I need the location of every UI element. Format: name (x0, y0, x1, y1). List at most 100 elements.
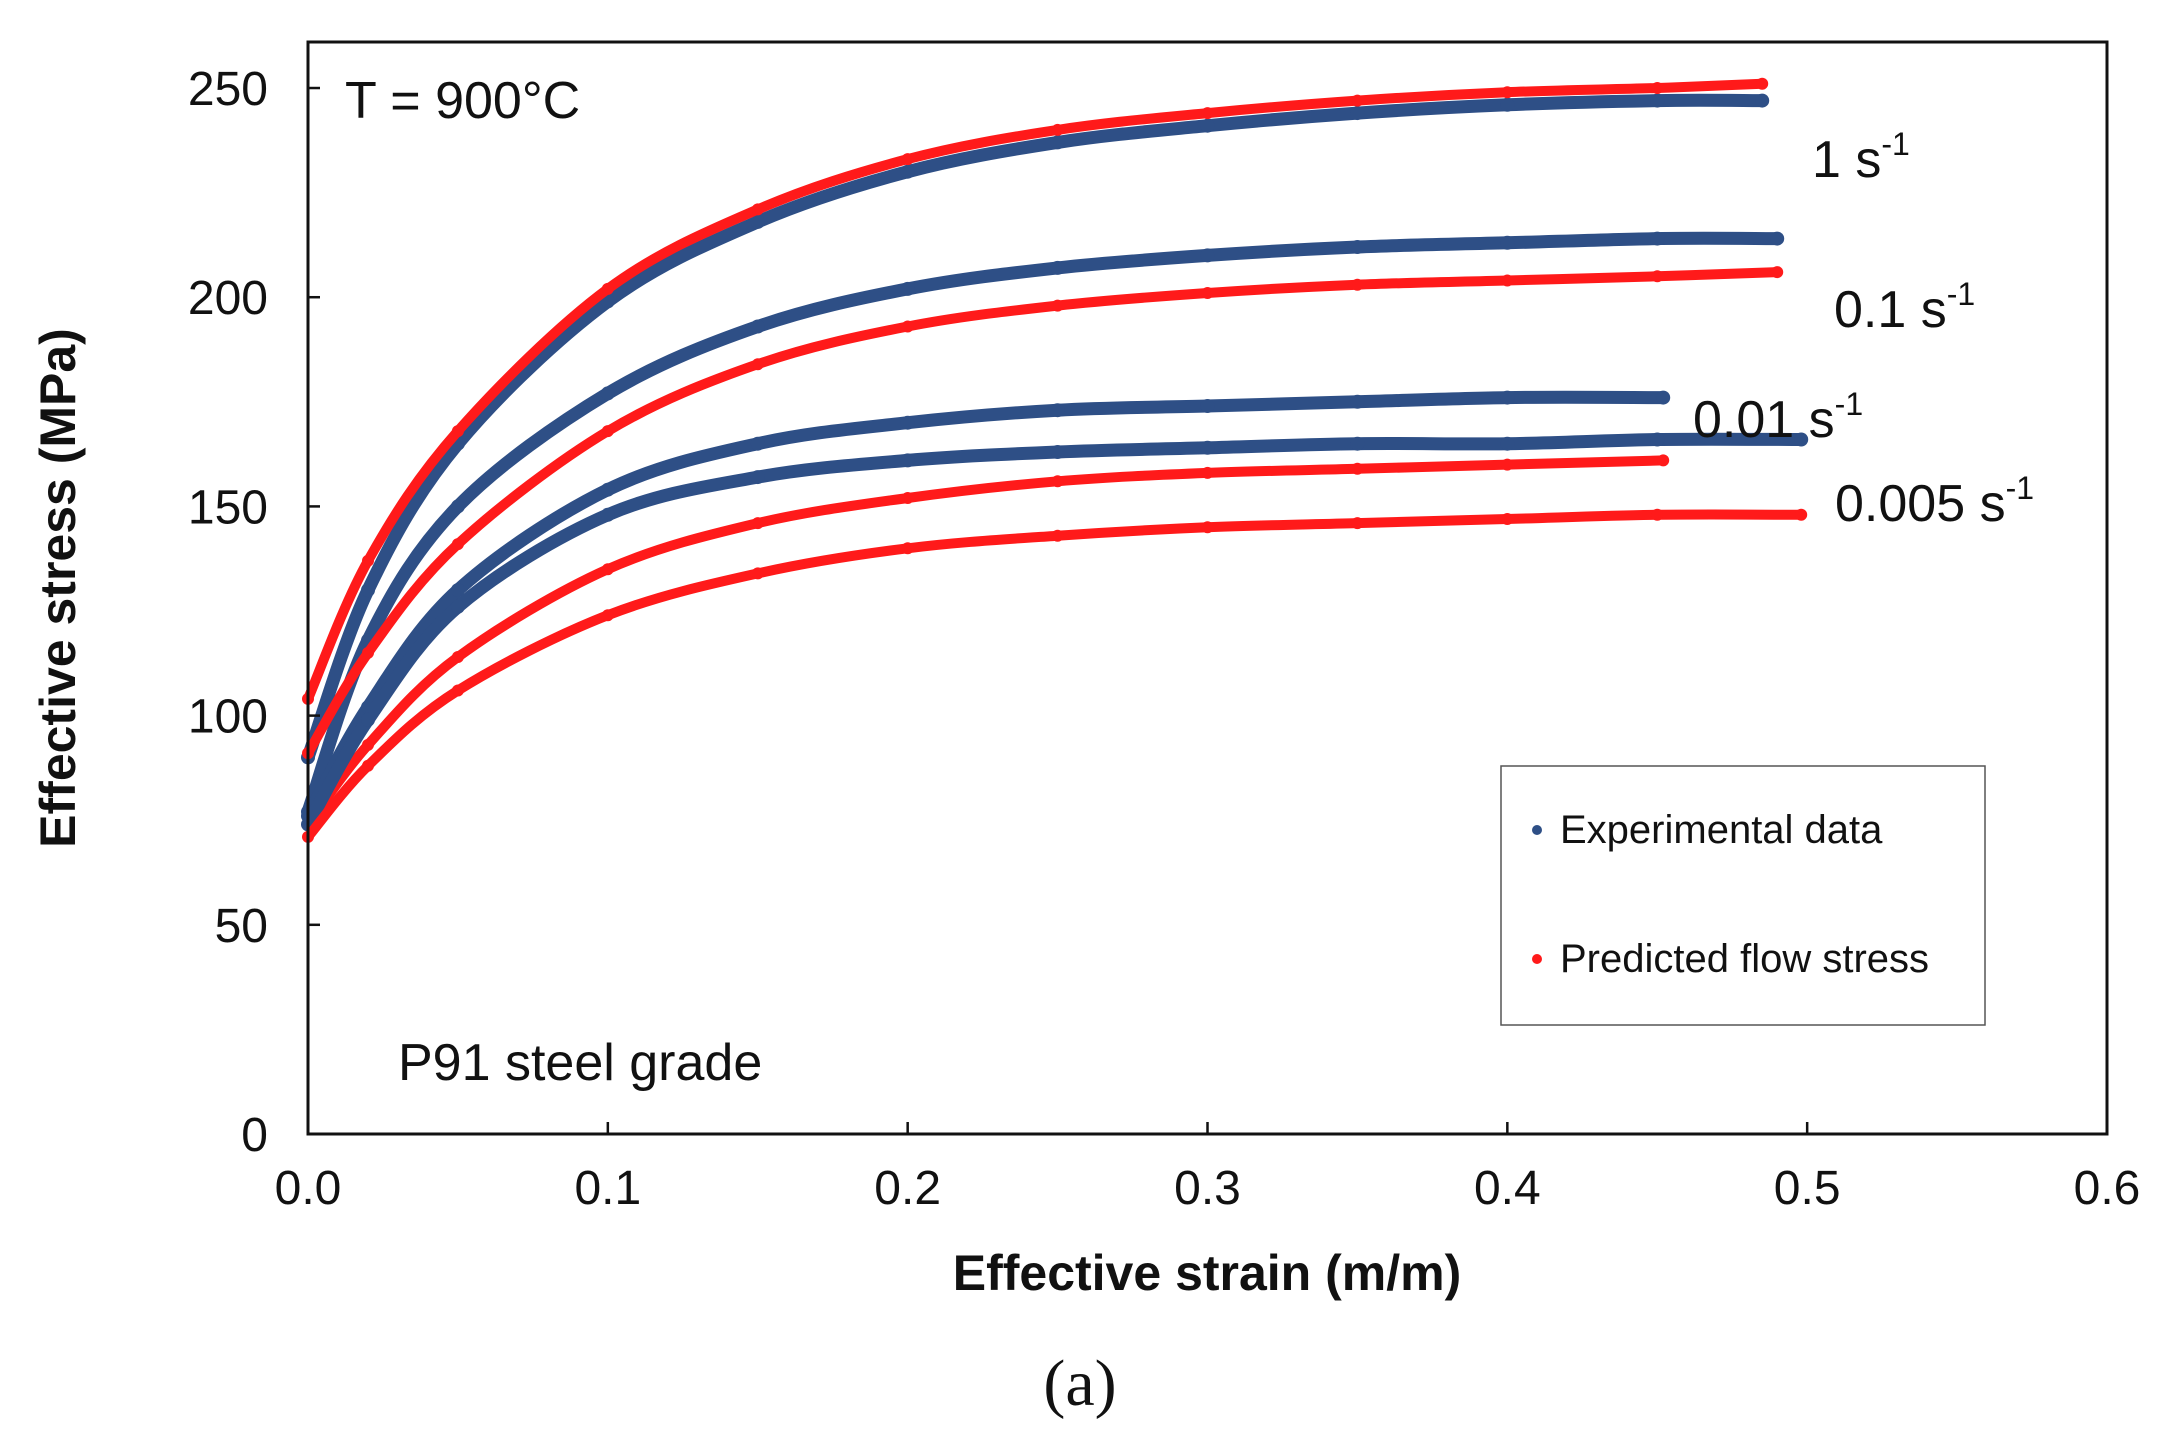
data-point (751, 567, 764, 580)
data-point (901, 153, 914, 166)
data-point (900, 453, 915, 468)
data-point (1650, 231, 1665, 246)
legend-marker-predicted (1532, 954, 1542, 964)
data-point (1350, 106, 1365, 121)
data-point (1500, 97, 1515, 112)
data-point (451, 425, 464, 438)
data-point (1651, 82, 1664, 94)
data-point (450, 583, 465, 598)
data-point (1200, 118, 1215, 133)
experimental-curve-0 (301, 93, 1769, 764)
data-point (601, 609, 614, 622)
data-point (1050, 135, 1065, 150)
data-point (1050, 445, 1065, 459)
data-point (1500, 436, 1515, 451)
data-point (750, 436, 765, 451)
rate-label-0-01: 0.01 s-1 (1693, 386, 1863, 449)
legend-label-experimental: Experimental data (1560, 808, 1883, 852)
data-point (1050, 403, 1065, 418)
data-point (1650, 432, 1665, 447)
x-tick-label: 0.3 (1174, 1162, 1241, 1215)
x-tick-label: 0.2 (874, 1162, 941, 1215)
legend: Experimental data Predicted flow stress (1500, 765, 1986, 1026)
data-point (601, 425, 614, 438)
data-point (1201, 521, 1214, 534)
data-point (1755, 93, 1770, 108)
data-point (750, 470, 765, 485)
data-point (750, 214, 765, 229)
data-point (601, 563, 614, 576)
data-point (900, 415, 915, 430)
data-point (1501, 458, 1514, 471)
data-point (1350, 394, 1365, 409)
x-tick-label: 0.4 (1474, 1162, 1541, 1215)
data-point (600, 294, 615, 309)
data-point (750, 319, 765, 334)
material-annotation: P91 steel grade (398, 1034, 762, 1092)
data-point (900, 164, 915, 179)
data-point (600, 482, 615, 497)
data-point (1051, 299, 1064, 312)
data-point (900, 281, 915, 296)
y-tick-label: 250 (188, 63, 268, 116)
legend-box (1500, 765, 1986, 1026)
curves-layer (301, 77, 1809, 843)
axis-ticks: 0.0 0.1 0.2 0.3 0.4 0.5 0.6 0 50 100 150 200 250 (188, 63, 2140, 1215)
y-tick-label: 50 (215, 900, 268, 953)
data-point (1651, 508, 1664, 521)
data-point (751, 203, 764, 216)
data-point (1351, 278, 1364, 291)
legend-label-predicted: Predicted flow stress (1560, 937, 1929, 981)
data-point (1201, 287, 1214, 299)
data-point (451, 538, 464, 551)
data-point (1050, 260, 1065, 275)
data-point (361, 583, 375, 598)
data-point (1351, 517, 1364, 530)
data-point (450, 599, 465, 614)
predicted-curve-5 (303, 455, 1669, 830)
rate-label-0-1-exp: -1 (1947, 276, 1975, 312)
rate-label-1-text: 1 s (1812, 131, 1881, 189)
data-point (1200, 248, 1215, 263)
data-point (1350, 240, 1365, 254)
y-axis-title: Effective stress (MPa) (30, 328, 86, 848)
data-point (901, 492, 914, 504)
data-point (1794, 432, 1809, 447)
x-tick-label: 0.5 (1774, 1162, 1841, 1215)
data-point (1501, 86, 1514, 99)
data-point (601, 282, 614, 295)
data-point (1350, 436, 1365, 451)
data-point (751, 517, 764, 530)
rate-label-1: 1 s-1 (1812, 126, 1910, 189)
data-point (1756, 77, 1769, 90)
y-tick-label: 150 (188, 481, 268, 534)
y-tick-label: 200 (188, 272, 268, 325)
data-point (362, 554, 374, 567)
data-point (600, 507, 615, 522)
data-point (362, 738, 374, 751)
rate-label-0-01-text: 0.01 s (1693, 391, 1835, 449)
data-point (1656, 390, 1671, 405)
x-tick-label: 0.6 (2074, 1162, 2141, 1215)
data-point (901, 542, 914, 555)
legend-marker-experimental (1532, 825, 1542, 835)
y-tick-label: 0 (241, 1109, 268, 1162)
x-tick-label: 0.1 (574, 1162, 641, 1215)
data-point (362, 646, 374, 659)
data-point (1651, 270, 1664, 283)
data-point (1200, 399, 1215, 413)
data-point (361, 712, 375, 727)
data-point (1351, 462, 1364, 475)
data-point (362, 759, 374, 772)
rate-label-0-1: 0.1 s-1 (1834, 276, 1975, 339)
data-point (1051, 123, 1064, 136)
data-point (1771, 266, 1784, 279)
rate-label-1-exp: -1 (1881, 126, 1909, 162)
data-point (1201, 466, 1214, 479)
rate-label-0-1-text: 0.1 s (1834, 281, 1947, 339)
data-point (1051, 475, 1064, 488)
x-tick-label: 0.0 (275, 1162, 342, 1215)
x-axis-title: Effective strain (m/m) (953, 1245, 1461, 1301)
rate-label-0-01-exp: -1 (1835, 386, 1863, 422)
data-point (751, 358, 764, 371)
